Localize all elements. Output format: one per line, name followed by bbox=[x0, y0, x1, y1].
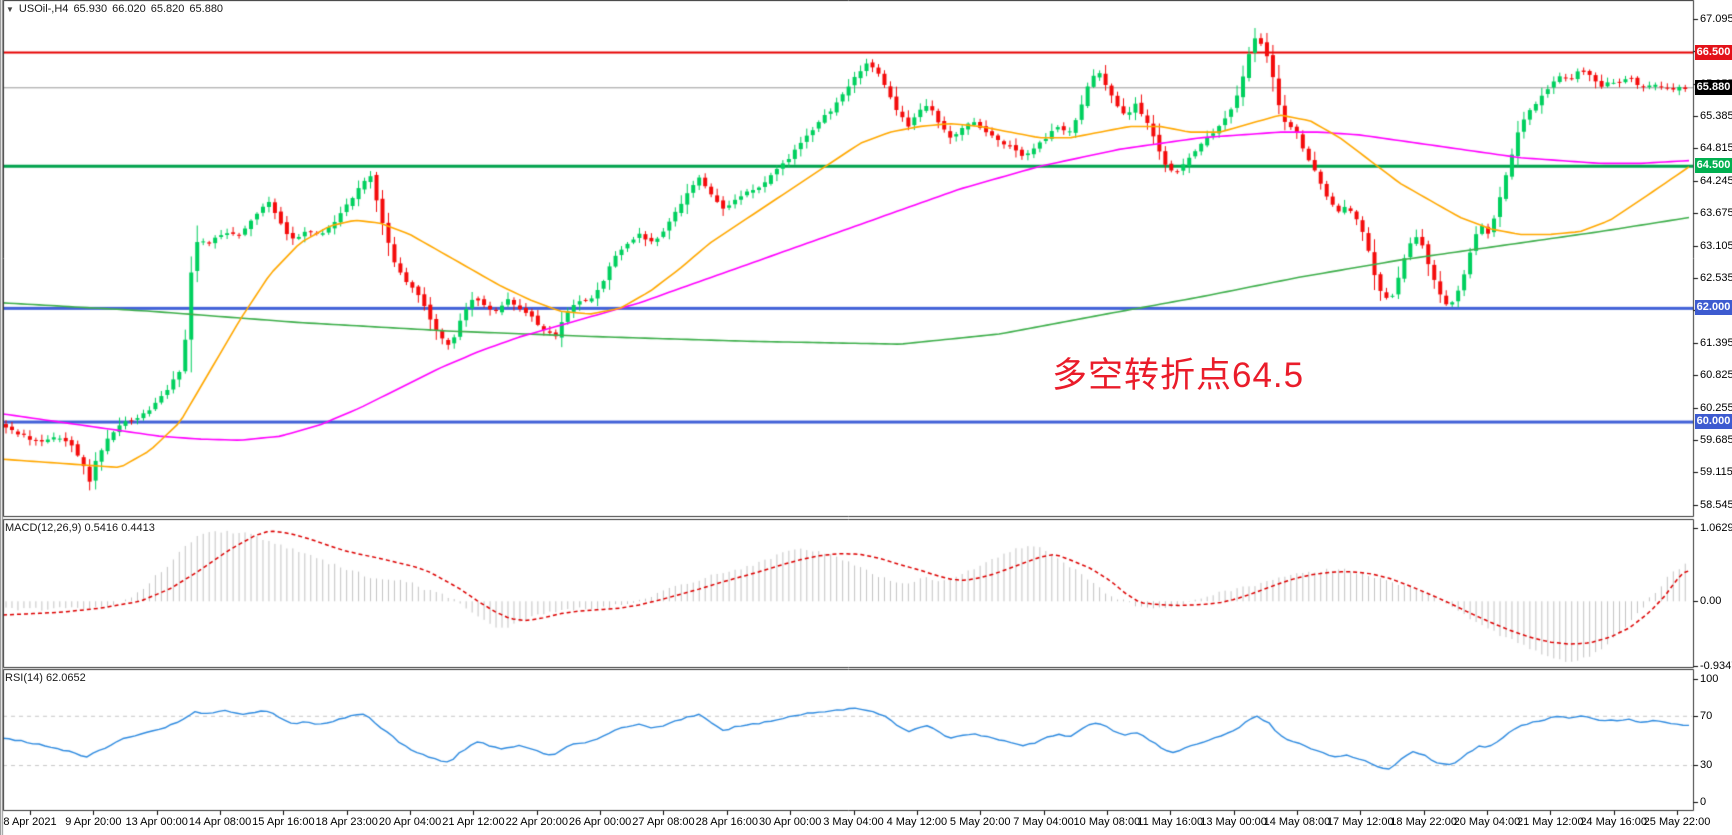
rsi-tick-label: 30 bbox=[1700, 759, 1713, 772]
time-tick-label: 28 Apr 16:00 bbox=[695, 816, 758, 828]
price-tick-label: 65.385 bbox=[1700, 109, 1732, 122]
time-tick-label: 17 May 12:00 bbox=[1326, 816, 1394, 828]
rsi-tick-label: 0 bbox=[1700, 795, 1707, 808]
time-tick-label: 8 Apr 2021 bbox=[3, 816, 57, 828]
price-level-badge-65.880: 65.880 bbox=[1695, 79, 1732, 95]
text-annotation[interactable]: 多空转折点64.5 bbox=[1052, 356, 1305, 395]
time-tick-label: 15 Apr 16:00 bbox=[252, 816, 315, 828]
low-value: 65.820 bbox=[150, 3, 185, 15]
macd-indicator-label: MACD(12,26,9) 0.5416 0.4413 bbox=[5, 522, 155, 534]
time-tick-label: 4 May 12:00 bbox=[886, 816, 948, 828]
time-tick-label: 3 May 04:00 bbox=[823, 816, 884, 828]
price-tick-label: 58.545 bbox=[1700, 498, 1732, 511]
time-tick-label: 30 Apr 00:00 bbox=[758, 816, 822, 828]
close-value: 65.880 bbox=[189, 3, 224, 15]
price-level-badge-62.000: 62.000 bbox=[1695, 300, 1732, 316]
price-tick-label: 59.685 bbox=[1700, 433, 1732, 446]
time-tick-label: 26 Apr 00:00 bbox=[568, 816, 632, 828]
rsi-tick-label: 70 bbox=[1700, 709, 1713, 722]
price-level-badge-64.500: 64.500 bbox=[1695, 158, 1732, 174]
rsi-value: 62.0652 bbox=[45, 672, 86, 684]
price-tick-label: 61.395 bbox=[1700, 336, 1732, 349]
price-tick-label: 64.245 bbox=[1700, 174, 1732, 187]
time-tick-label: 7 May 04:00 bbox=[1013, 816, 1074, 828]
time-tick-label: 24 May 16:00 bbox=[1580, 816, 1647, 828]
macd-signal-value: 0.4413 bbox=[121, 522, 155, 534]
price-tick-label: 67.095 bbox=[1700, 12, 1732, 25]
time-tick-label: 9 Apr 20:00 bbox=[65, 816, 122, 828]
price-tick-label: 60.825 bbox=[1700, 369, 1732, 382]
chart-header: ▼ USOil-,H4 65.930 66.020 65.820 65.880 bbox=[6, 3, 223, 15]
price-tick-label: 63.675 bbox=[1700, 207, 1732, 220]
macd-tick-label: -0.9347 bbox=[1700, 659, 1732, 672]
time-tick-label: 27 Apr 08:00 bbox=[632, 816, 695, 828]
price-tick-label: 62.535 bbox=[1700, 271, 1732, 284]
time-tick-label: 21 Apr 12:00 bbox=[442, 816, 505, 828]
time-tick-label: 21 May 12:00 bbox=[1516, 816, 1584, 828]
rsi-name: RSI(14) bbox=[5, 672, 43, 684]
rsi-indicator-label: RSI(14) 62.0652 bbox=[5, 672, 86, 684]
time-tick-label: 13 May 00:00 bbox=[1200, 816, 1267, 828]
price-tick-label: 59.115 bbox=[1700, 466, 1732, 479]
time-tick-label: 20 Apr 04:00 bbox=[378, 816, 442, 828]
price-level-badge-60.000: 60.000 bbox=[1695, 414, 1732, 430]
open-value: 65.930 bbox=[73, 3, 108, 15]
time-tick-label: 20 May 04:00 bbox=[1453, 816, 1521, 828]
ohlc-collapse-icon[interactable]: ▼ bbox=[6, 4, 14, 14]
price-tick-label: 60.255 bbox=[1700, 401, 1732, 414]
time-tick-label: 10 May 08:00 bbox=[1073, 816, 1141, 828]
time-tick-label: 5 May 20:00 bbox=[949, 816, 1011, 828]
time-tick-label: 22 Apr 20:00 bbox=[505, 816, 568, 828]
time-tick-label: 25 May 22:00 bbox=[1643, 816, 1711, 828]
high-value: 66.020 bbox=[112, 3, 146, 15]
macd-name: MACD(12,26,9) bbox=[5, 522, 82, 534]
price-tick-label: 63.105 bbox=[1700, 239, 1732, 252]
time-tick-label: 14 May 08:00 bbox=[1263, 816, 1331, 828]
macd-main-value: 0.5416 bbox=[84, 522, 119, 534]
macd-tick-label: 1.0629 bbox=[1700, 521, 1732, 534]
time-tick-label: 11 May 16:00 bbox=[1137, 816, 1204, 828]
symbol-period-label: USOil-,H4 bbox=[18, 3, 69, 15]
macd-tick-label: 0.00 bbox=[1700, 595, 1722, 608]
time-tick-label: 18 Apr 23:00 bbox=[315, 816, 378, 828]
price-level-badge-66.500: 66.500 bbox=[1695, 44, 1732, 60]
time-tick-label: 14 Apr 08:00 bbox=[188, 816, 252, 828]
price-tick-label: 64.815 bbox=[1700, 142, 1732, 155]
rsi-tick-label: 100 bbox=[1700, 672, 1719, 685]
time-tick-label: 13 Apr 00:00 bbox=[125, 816, 188, 828]
time-tick-label: 18 May 22:00 bbox=[1390, 816, 1457, 828]
